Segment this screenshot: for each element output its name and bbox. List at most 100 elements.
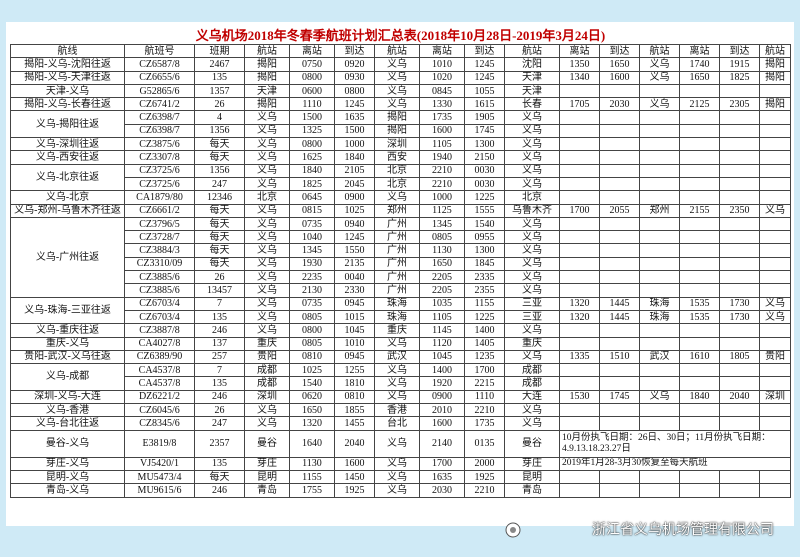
flight-row: CZ6398/7 1356 义乌 1325 1500 揭阳 1600 1745 义乌 — [11, 123, 791, 139]
flight-row: 青岛-义乌 MU9615/6 246 青岛 1755 1925 义乌 2030 2210 青岛 — [10, 483, 791, 498]
schedule-cell: 2355 — [464, 283, 505, 298]
flight-row: 揭阳-义乌-天津往返 CZ6655/6 135 揭阳 0800 0930 义乌 1020 124… — [10, 70, 791, 85]
schedule-cell: 1245 — [334, 230, 375, 245]
watermark-icon — [505, 522, 521, 538]
route: 昆明-义乌 — [10, 469, 125, 485]
flight-row: 义乌-重庆往返 CZ3887/8 246 义乌 0800 1045 重庆 1145 1400 义乌 — [10, 323, 791, 338]
schedule-cell: 2000 — [464, 456, 505, 471]
schedule-cell: 武汉 — [639, 349, 680, 365]
empty-cell — [679, 403, 720, 418]
schedule-cell: 揭阳 — [374, 123, 420, 139]
schedule-cell: 1500 — [334, 123, 375, 139]
flight-number: CZ8345/6 — [124, 416, 195, 431]
schedule-cell: 义乌 — [244, 270, 290, 285]
empty-cell — [759, 83, 791, 99]
schedule-cell: 义乌 — [244, 137, 290, 152]
schedule-cell: 1300 — [464, 243, 505, 258]
flight-row: 义乌-台北往返 CZ8345/6 247 义乌 1320 1455 台北 1600 1735 义乌 — [10, 416, 791, 431]
flight-number: CZ3725/6 — [124, 176, 195, 192]
schedule-cell: 1340 — [559, 70, 600, 85]
flight-number: CZ6398/7 — [124, 123, 195, 139]
empty-cell — [719, 123, 760, 139]
empty-cell — [679, 376, 720, 391]
empty-cell — [599, 216, 640, 232]
schedule-cell: 1650 — [419, 256, 465, 272]
flight-number: CA4027/8 — [124, 336, 195, 351]
empty-cell — [679, 416, 720, 431]
flight-number: CZ6661/2 — [124, 203, 195, 218]
empty-cell — [639, 230, 680, 245]
flight-number: CZ3728/7 — [124, 230, 195, 245]
header-cell: 到达 — [334, 43, 375, 59]
empty-cell — [719, 230, 760, 245]
schedule-cell: 0805 — [419, 230, 465, 245]
empty-cell — [599, 323, 640, 338]
schedule-cell: 0955 — [464, 230, 505, 245]
schedule-cell: 2030 — [599, 97, 640, 112]
schedule-cell: 1320 — [559, 296, 600, 311]
empty-cell — [639, 163, 680, 178]
schedule-cell: 每天 — [194, 469, 245, 485]
schedule-cell: 义乌 — [244, 243, 290, 258]
schedule-cell: 义乌 — [244, 256, 290, 272]
schedule-cell: 1025 — [289, 363, 335, 378]
schedule-cell: 1125 — [419, 203, 465, 218]
flight-row: 义乌-广州往返 CZ3796/5 每天 义乌 0735 0940 广州 1345 1540 义乌 — [10, 216, 791, 298]
schedule-cell: 0800 — [289, 323, 335, 338]
flight-number: CA1879/80 — [124, 190, 195, 205]
schedule-cell: 1255 — [334, 363, 375, 378]
route: 青岛-义乌 — [10, 483, 125, 498]
schedule-cell: 曼谷 — [244, 429, 290, 458]
empty-cell — [719, 176, 760, 192]
schedule-cell: 1330 — [419, 97, 465, 112]
empty-cell — [719, 483, 760, 498]
empty-cell — [759, 469, 791, 485]
header-cell: 班期 — [194, 43, 245, 59]
schedule-cell: 义乌 — [374, 389, 420, 405]
empty-cell — [599, 190, 640, 205]
flight-number: CZ6655/6 — [124, 70, 195, 85]
flight-number: CZ6703/4 — [124, 296, 195, 311]
empty-cell — [639, 363, 680, 378]
empty-cell — [559, 483, 600, 498]
schedule-cell: 0900 — [419, 389, 465, 405]
schedule-cell: 1550 — [334, 243, 375, 258]
schedule-cell: 1640 — [289, 429, 335, 458]
schedule-cell: 1400 — [464, 323, 505, 338]
schedule-cell: 2467 — [194, 57, 245, 72]
schedule-cell: 1010 — [419, 57, 465, 72]
schedule-cell: 义乌 — [639, 97, 680, 112]
empty-cell — [719, 256, 760, 272]
schedule-cell: 1925 — [334, 483, 375, 498]
empty-cell — [759, 163, 791, 178]
schedule-cell: 昆明 — [504, 469, 560, 485]
schedule-cell: 1225 — [464, 309, 505, 325]
empty-cell — [719, 283, 760, 298]
schedule-cell: 0900 — [334, 190, 375, 205]
schedule-cell: 义乌 — [244, 110, 290, 125]
schedule-cell: 义乌 — [374, 376, 420, 391]
empty-cell — [719, 323, 760, 338]
schedule-cell: 义乌 — [244, 323, 290, 338]
schedule-cell: 1335 — [559, 349, 600, 365]
schedule-cell: 1300 — [464, 137, 505, 152]
schedule-cell: 0800 — [289, 70, 335, 85]
header-cell: 离站 — [289, 43, 335, 59]
schedule-cell: 郑州 — [639, 203, 680, 218]
empty-cell — [639, 403, 680, 418]
empty-cell — [759, 363, 791, 378]
schedule-cell: 重庆 — [374, 323, 420, 338]
schedule-cell: 武汉 — [374, 349, 420, 365]
schedule-cell: 2210 — [464, 483, 505, 498]
schedule-cell: 贵阳 — [244, 349, 290, 365]
schedule-cell: 246 — [194, 389, 245, 405]
flight-number: CZ3887/8 — [124, 323, 195, 338]
empty-cell — [679, 469, 720, 485]
schedule-cell: 1735 — [464, 416, 505, 431]
flight-row: 义乌-香港 CZ6045/6 26 义乌 1650 1855 香港 2010 2210 义乌 — [10, 403, 791, 418]
schedule-cell: 26 — [194, 403, 245, 418]
route: 揭阳-义乌-沈阳往返 — [10, 57, 125, 72]
schedule-cell: 0135 — [464, 429, 505, 458]
flight-number: MU9615/6 — [124, 483, 195, 498]
schedule-cell: 1635 — [419, 469, 465, 485]
